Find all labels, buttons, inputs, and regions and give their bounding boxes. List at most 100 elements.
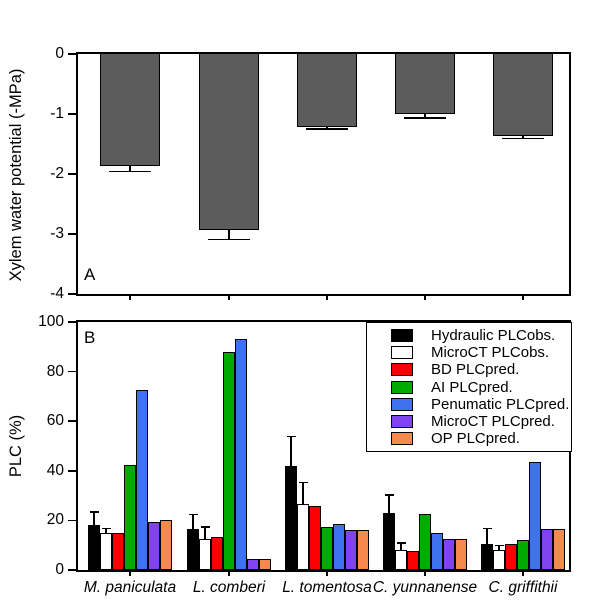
bar-plc <box>333 524 345 570</box>
bar-plc <box>357 530 369 570</box>
bar-plc <box>223 351 235 570</box>
error-bar-stem <box>498 546 500 551</box>
bar-plc <box>124 464 136 570</box>
y-axis-tick <box>68 321 76 323</box>
legend-label: Penumatic PLCpred. <box>431 395 570 413</box>
y-axis-tick <box>68 420 76 422</box>
x-axis-tick <box>326 294 328 300</box>
error-bar-cap <box>298 481 308 484</box>
error-bar-cap <box>502 137 544 140</box>
y-tick-label: 0 <box>55 561 64 578</box>
error-bar-cap <box>384 494 394 496</box>
legend-label: BD PLCpred. <box>431 361 520 379</box>
y-axis-tick <box>68 370 76 373</box>
error-bar-stem <box>105 529 107 533</box>
error-bar-cap <box>109 170 151 173</box>
x-axis-tick <box>522 294 524 300</box>
y-axis-tick <box>68 53 76 55</box>
bar-xylem-water-potential <box>493 54 553 136</box>
x-axis-tick <box>424 294 426 300</box>
y-tick-label: -1 <box>50 105 64 122</box>
x-category-label: C. yunnanense <box>372 579 478 596</box>
error-bar-cap <box>306 128 348 130</box>
error-bar-cap <box>396 542 406 544</box>
bar-plc <box>259 558 271 570</box>
y-axis-tick <box>68 519 76 522</box>
error-bar-stem <box>302 483 304 505</box>
error-bar-stem <box>400 543 402 551</box>
bar-plc <box>443 539 455 570</box>
panel-b-legend: Hydraulic PLCobs. MicroCT PLCobs. BD PLCpr… <box>366 322 572 452</box>
bar-plc <box>517 540 529 570</box>
error-bar-stem <box>522 135 524 140</box>
panel-b-letter: B <box>84 328 96 347</box>
bar-plc <box>211 536 223 570</box>
error-bar-cap <box>494 544 504 547</box>
y-tick-label: -3 <box>50 225 64 242</box>
y-axis-tick <box>68 113 76 115</box>
error-bar-stem <box>93 512 95 526</box>
bar-plc <box>455 539 467 570</box>
error-bar-stem <box>228 229 230 240</box>
y-tick-label: -4 <box>50 285 64 302</box>
bar-plc <box>247 558 259 570</box>
x-axis-tick <box>129 570 131 576</box>
x-axis-tick <box>228 570 230 576</box>
bar-plc <box>136 390 148 570</box>
bar-plc <box>199 539 211 570</box>
x-axis-tick <box>228 294 230 300</box>
legend-swatch <box>391 380 413 394</box>
legend-label: OP PLCpred. <box>431 429 520 447</box>
y-tick-label: 80 <box>46 362 64 380</box>
x-category-label: L. comberi <box>192 579 266 596</box>
legend-swatch <box>391 329 413 343</box>
legend-item: OP PLCpred. <box>391 429 571 447</box>
legend-swatch <box>391 431 413 445</box>
bar-plc <box>235 339 247 570</box>
bar-plc <box>345 530 357 570</box>
y-tick-label: 60 <box>46 412 64 430</box>
panel-a-plot-area <box>76 52 571 296</box>
bar-xylem-water-potential <box>199 54 259 230</box>
legend-label: MicroCT PLCobs. <box>431 344 550 362</box>
bar-plc <box>481 543 493 570</box>
y-tick-label: 20 <box>46 511 64 529</box>
bar-plc <box>529 462 541 570</box>
legend-swatch <box>391 363 413 377</box>
error-bar-cap <box>200 526 210 528</box>
legend-item: BD PLCpred. <box>391 361 571 379</box>
bar-plc <box>505 543 517 570</box>
error-bar-stem <box>290 437 292 466</box>
bar-plc <box>160 520 172 570</box>
x-axis-tick <box>129 294 131 300</box>
error-bar-stem <box>204 527 206 539</box>
bar-xylem-water-potential <box>100 54 160 167</box>
bar-plc <box>187 529 199 570</box>
bar-plc <box>297 504 309 570</box>
bar-plc <box>88 525 100 570</box>
legend-label: AI PLCpred. <box>431 378 513 396</box>
bar-xylem-water-potential <box>395 54 455 114</box>
error-bar-cap <box>101 527 111 530</box>
y-axis-tick <box>68 233 76 235</box>
error-bar-cap <box>188 513 198 516</box>
x-axis-tick <box>522 570 524 576</box>
error-bar-stem <box>388 495 390 513</box>
y-axis-tick <box>68 569 76 571</box>
bar-plc <box>285 465 297 570</box>
y-tick-label: -2 <box>50 165 64 182</box>
bar-plc <box>553 529 565 570</box>
error-bar-cap <box>404 117 446 119</box>
bar-plc <box>148 521 160 570</box>
bar-plc <box>321 526 333 570</box>
x-axis-tick <box>424 570 426 576</box>
legend-item: Hydraulic PLCobs. <box>391 328 571 343</box>
error-bar-stem <box>424 114 426 119</box>
bar-plc <box>493 550 505 570</box>
bar-plc <box>383 512 395 570</box>
legend-item: Penumatic PLCpred. <box>391 395 571 413</box>
bar-plc <box>395 550 407 570</box>
bar-plc <box>112 532 124 570</box>
error-bar-cap <box>208 238 250 240</box>
